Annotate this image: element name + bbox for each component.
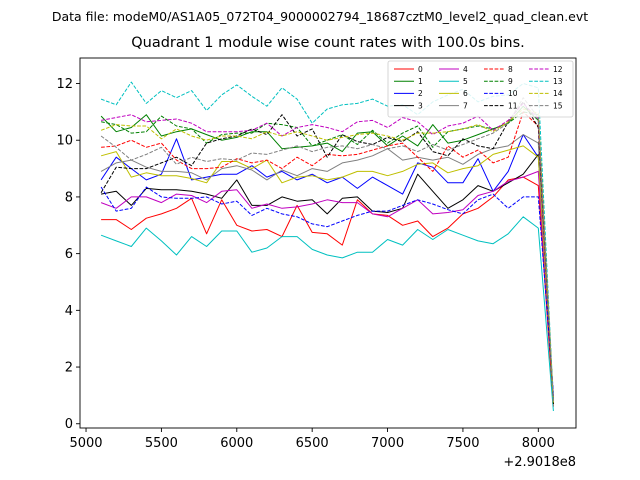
series-line-10: [100, 186, 554, 393]
legend-label-5: 5: [463, 77, 468, 86]
axes-frame: [79, 57, 577, 429]
y-tick-label: 12: [56, 77, 73, 92]
y-tick-label: 2: [65, 361, 73, 376]
legend-label-11: 11: [508, 101, 518, 110]
data-file-caption: Data file: modeM0/AS1A05_072T04_90000027…: [51, 9, 589, 24]
y-tick-label: 10: [56, 134, 73, 149]
x-tick-label: 7000: [371, 436, 404, 451]
legend-label-9: 9: [508, 77, 513, 86]
series-line-14: [100, 108, 554, 403]
series-line-2: [100, 134, 554, 399]
series-line-1: [100, 105, 554, 404]
x-tick-label: 5000: [69, 436, 102, 451]
legend-label-6: 6: [463, 89, 468, 98]
x-tick-label: 7500: [446, 436, 479, 451]
legend-label-13: 13: [553, 77, 563, 86]
legend-label-7: 7: [463, 101, 468, 110]
x-tick-label: 5500: [145, 436, 178, 451]
x-tick-label: 8000: [522, 436, 555, 451]
series-line-5: [100, 216, 554, 412]
legend-label-15: 15: [553, 101, 563, 110]
legend-label-12: 12: [553, 65, 563, 74]
y-tick-label: 0: [65, 417, 73, 432]
legend-label-0: 0: [418, 65, 423, 74]
legend-label-8: 8: [508, 65, 513, 74]
x-tick-label: 6000: [220, 436, 253, 451]
y-tick-label: 6: [65, 247, 73, 262]
legend-label-2: 2: [418, 89, 423, 98]
series-line-15: [100, 97, 554, 403]
axes-layer: 5000 5500 6000 6500 7000 7500 8000024681012+2.…: [56, 57, 577, 470]
legend-box: [387, 60, 574, 118]
series-layer: [100, 81, 554, 412]
legend-label-3: 3: [418, 101, 423, 110]
x-tick-label: 6500: [296, 436, 329, 451]
series-line-11: [100, 101, 554, 404]
chart-title: Quadrant 1 module wise count rates with …: [131, 35, 525, 51]
legend-label-14: 14: [553, 89, 563, 98]
legend-label-4: 4: [463, 65, 468, 74]
series-line-8: [101, 111, 554, 404]
series-line-9: [101, 111, 554, 404]
y-tick-label: 4: [65, 304, 73, 319]
x-offset-label: +2.9018e8: [503, 455, 576, 470]
series-line-3: [101, 153, 554, 399]
series-line-6: [100, 145, 554, 402]
series-line-4: [100, 170, 554, 399]
legend-label-10: 10: [508, 89, 518, 98]
legend-label-1: 1: [418, 77, 423, 86]
y-tick-label: 8: [65, 190, 73, 205]
series-line-7: [100, 134, 554, 402]
series-line-0: [101, 176, 554, 407]
